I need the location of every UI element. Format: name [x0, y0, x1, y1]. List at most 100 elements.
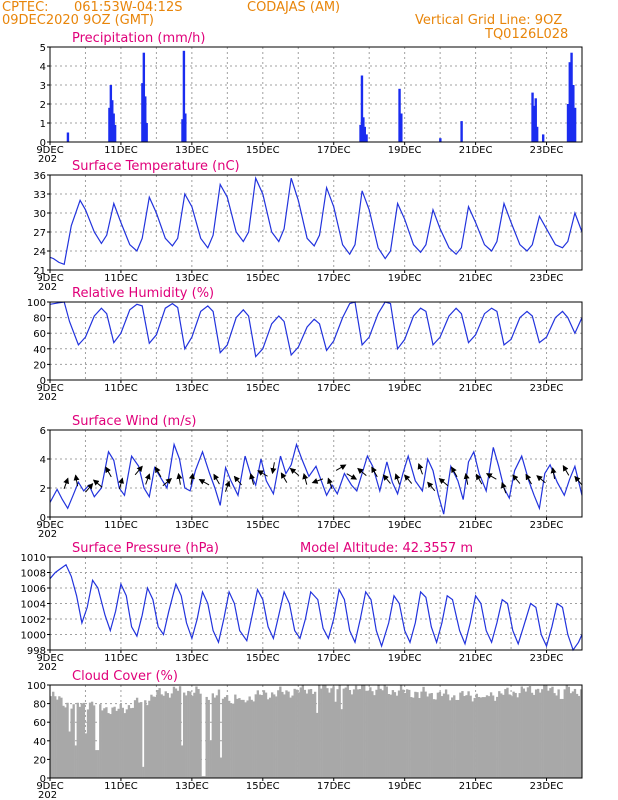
cloud-bar [534, 689, 538, 778]
cloud-y-tick-label: 20 [33, 755, 46, 766]
cloud-bar [485, 695, 489, 778]
rh-y-tick-label: 80 [33, 314, 46, 325]
cloud-bar [408, 689, 411, 778]
wind-arrow [427, 481, 436, 492]
wind-arrow [536, 475, 546, 484]
cloud-bar [528, 686, 532, 778]
cloud-panel: 0 20 40 60 80 100 9DEC 11DEC 13DEC 15DEC 17DEC 19DE… [27, 669, 583, 800]
cloud-bar [256, 690, 260, 778]
cloud-bar [207, 699, 210, 778]
precip-x-tick-label: 11DEC [104, 145, 138, 156]
cloud-bar [342, 688, 345, 778]
cloud-bar [569, 693, 573, 778]
cloud-bar [56, 699, 59, 778]
precip-bar [112, 113, 115, 142]
cloud-x-tick-label: 19DEC [388, 781, 422, 792]
cloud-bar [381, 690, 384, 778]
cloud-bar [350, 694, 354, 778]
precip-y-tick-label: 2 [40, 100, 46, 111]
pres-y-tick-label: 1008 [21, 569, 46, 580]
precip-frame [49, 46, 583, 143]
wind-x-sub-label: 202 [38, 529, 57, 540]
temp-y-tick-label: 24 [33, 247, 46, 258]
cloud-bar [477, 697, 480, 778]
pres-x-tick-label: 15DEC [246, 653, 280, 664]
header-coords: 061:53W-04:12S [74, 0, 183, 15]
cloud-bar [573, 688, 577, 778]
cloud-bar [129, 708, 133, 778]
cloud-bar [471, 701, 474, 778]
wind-x-tick-label: 15DEC [246, 520, 280, 531]
cloud-bar [270, 692, 274, 778]
wind-x-tick-label: 13DEC [175, 520, 209, 531]
cloud-bar [119, 703, 122, 778]
cloud-bar [313, 691, 317, 778]
cloud-bar [479, 697, 483, 778]
cloud-bar [148, 700, 151, 778]
pres-y-tick-label: 1006 [21, 584, 46, 595]
wind-arrow [404, 474, 413, 484]
cloud-bar [72, 704, 75, 778]
cloud-bar [170, 693, 174, 778]
wind-arrow [224, 480, 231, 492]
precip-x-sub-label: 202 [38, 154, 57, 165]
cloud-bar [465, 695, 468, 778]
cloud-bar [189, 691, 192, 778]
cloud-bar [66, 702, 69, 778]
cloud-bar [318, 685, 321, 778]
cloud-bar [403, 692, 407, 778]
cloud-bar [178, 686, 182, 778]
wind-arrow [512, 474, 521, 484]
cloud-bar [215, 695, 219, 778]
precip-x-tick-label: 15DEC [246, 145, 280, 156]
cloud-x-sub-label: 202 [38, 790, 57, 800]
cloud-bar [191, 696, 194, 778]
cloud-y-tick-label: 80 [33, 700, 46, 711]
cloud-bar [375, 689, 378, 778]
temp-x-tick-label: 15DEC [246, 273, 280, 284]
cloud-bar [487, 696, 491, 778]
wind-x-tick-label: 11DEC [104, 520, 138, 531]
cloud-bar [127, 705, 131, 778]
cloud-title: Cloud Cover (%) [72, 669, 178, 684]
cloud-y-tick-label: 0 [40, 774, 46, 785]
precip-y-tick-label: 1 [40, 119, 46, 130]
temp-frame [49, 174, 583, 271]
cloud-bar [346, 685, 350, 778]
cloud-bar [506, 687, 509, 778]
cloud-bar [264, 692, 268, 778]
cloud-bar [223, 697, 227, 778]
pres-x-tick-label: 23DEC [530, 653, 564, 664]
cloud-bar [240, 699, 243, 778]
rh-panel: 0 20 40 60 80 100 9DEC 11DEC 13DEC 15DEC 17DEC 19DE… [27, 286, 583, 403]
rh-y-tick-label: 60 [33, 329, 46, 340]
temp-x-tick-label: 19DEC [388, 273, 422, 284]
cloud-bar [463, 696, 466, 778]
cloud-bar [123, 713, 127, 778]
wind-arrow [417, 463, 424, 475]
cloud-bar [424, 691, 427, 778]
cloud-bar [373, 695, 376, 778]
wind-arrow [382, 474, 391, 484]
cloud-bar [99, 704, 102, 778]
cloud-bar [379, 688, 382, 778]
precip-y-tick-label: 4 [40, 62, 46, 73]
cloud-bar [475, 693, 478, 778]
cloud-bar [221, 698, 225, 778]
wind-y-tick-label: 4 [40, 455, 46, 466]
wind-arrow [485, 473, 497, 480]
wind-y-tick-label: 0 [40, 513, 46, 524]
rh-frame [49, 301, 583, 381]
cloud-bar [142, 766, 145, 778]
wind-arrow [525, 473, 532, 485]
cloud-bar [518, 693, 521, 778]
wind-arrow [144, 473, 151, 485]
precip-bar [182, 50, 186, 142]
cloud-bar [563, 689, 566, 778]
cloud-bar [283, 694, 286, 778]
cloud-bar [336, 689, 339, 778]
cloud-bar [561, 698, 564, 778]
cloud-bar [500, 693, 503, 778]
wind-arrow [550, 467, 557, 480]
cloud-bar [361, 685, 364, 778]
